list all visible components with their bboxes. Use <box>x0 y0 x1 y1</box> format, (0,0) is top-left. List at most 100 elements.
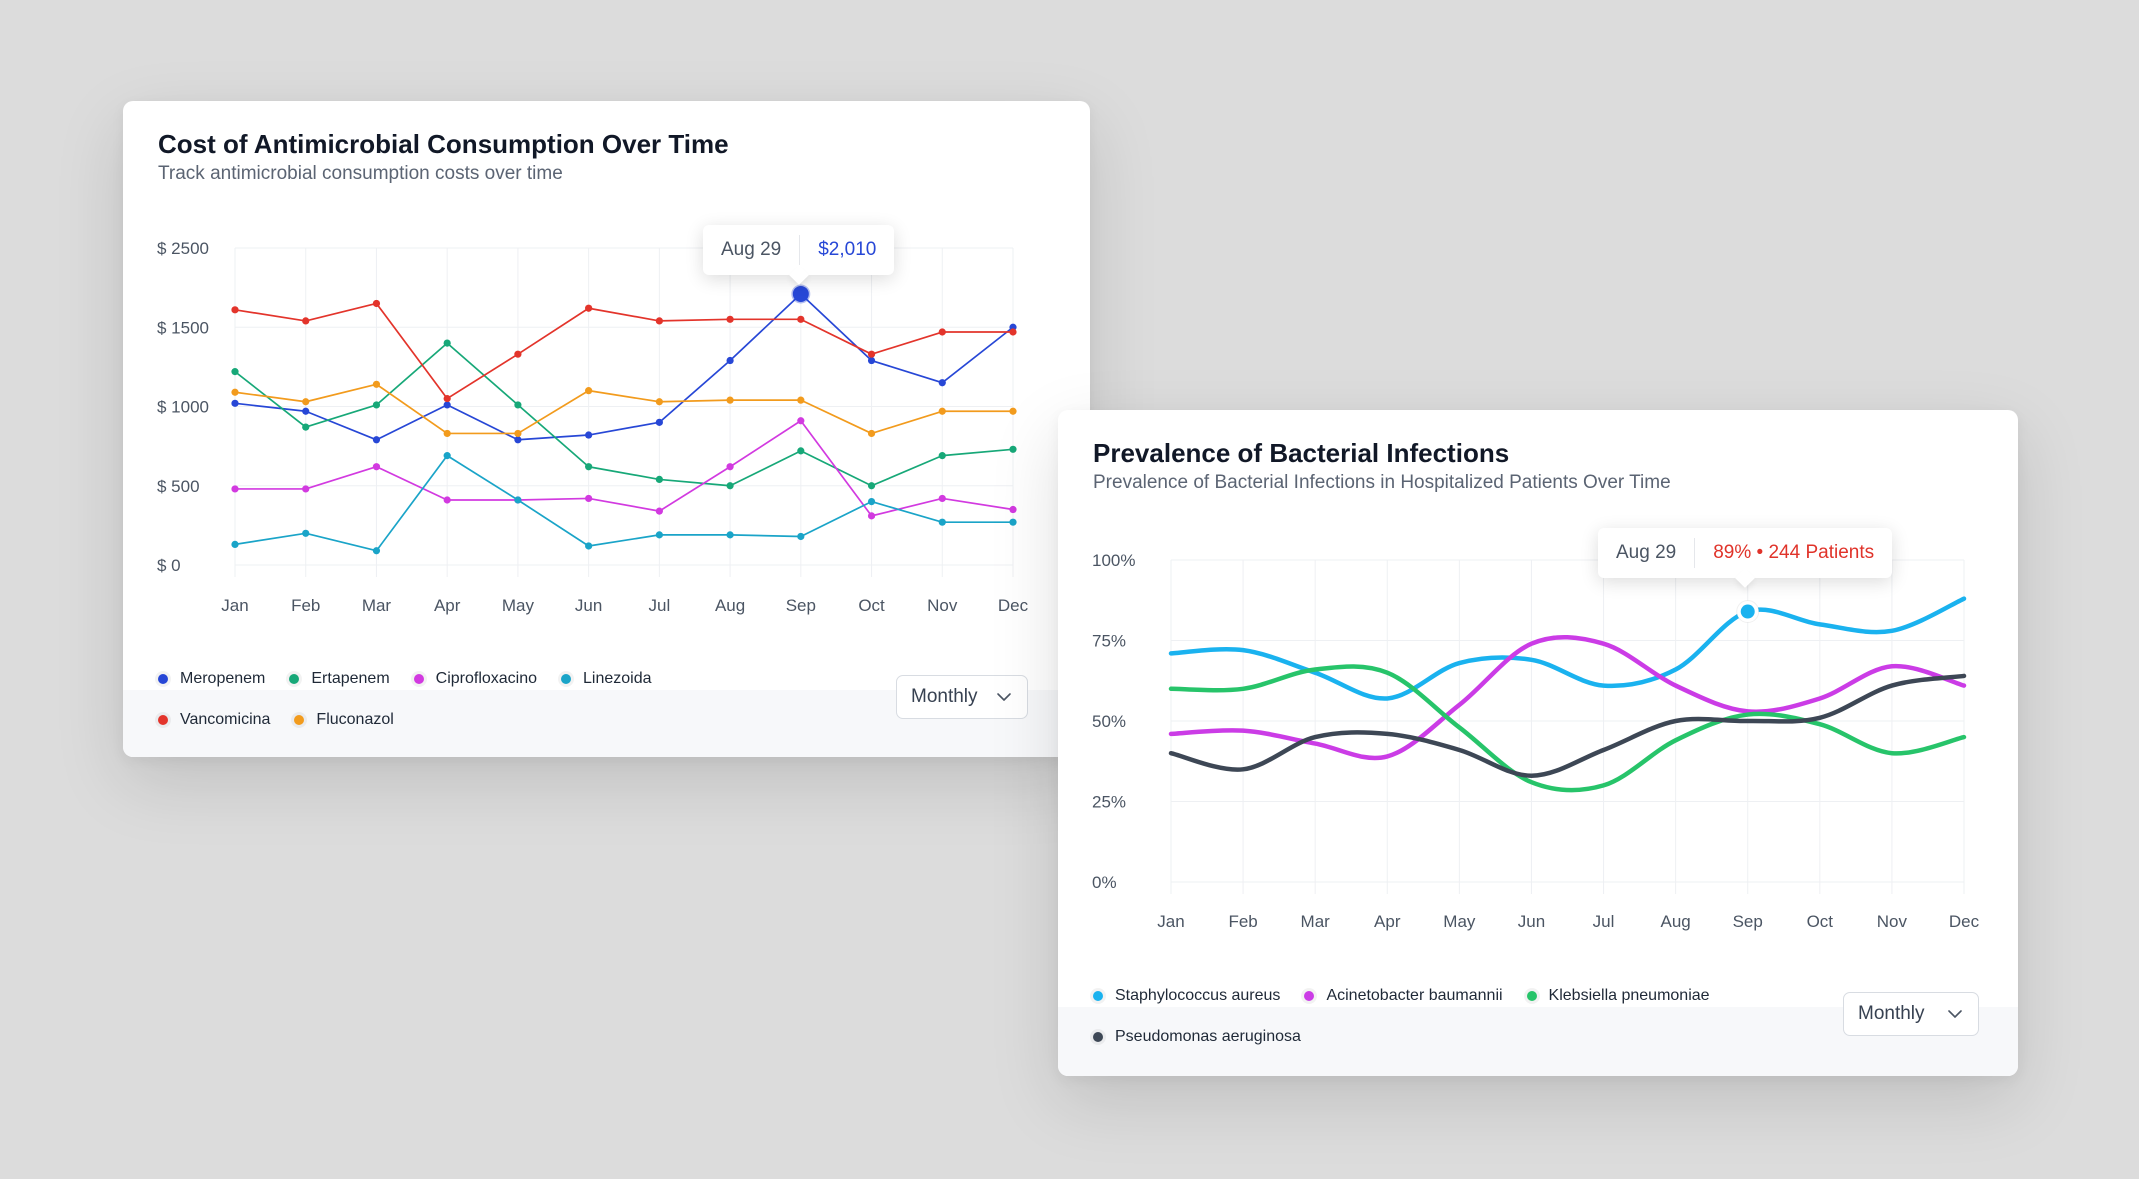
cost-period-select[interactable]: Monthly <box>896 675 1028 719</box>
series-line-acinetobacter-baumannii <box>1168 634 1967 761</box>
data-point-fluconazol[interactable] <box>655 398 663 406</box>
data-point-meropenem[interactable] <box>938 379 946 387</box>
legend-item-ertapenem[interactable]: Ertapenem <box>289 670 390 688</box>
data-point-ertapenem[interactable] <box>797 447 805 455</box>
data-point-ertapenem[interactable] <box>585 463 593 471</box>
data-point-meropenem[interactable] <box>585 431 593 439</box>
data-point-fluconazol[interactable] <box>231 388 239 396</box>
x-tick-label: May <box>502 596 535 615</box>
legend-item-meropenem[interactable]: Meropenem <box>158 670 265 688</box>
data-point-linezoida[interactable] <box>867 498 876 506</box>
data-point-meropenem[interactable] <box>655 418 663 426</box>
data-point-ciprofloxacino[interactable] <box>302 485 310 493</box>
data-point-ciprofloxacino[interactable] <box>797 417 805 425</box>
data-point-ciprofloxacino[interactable] <box>655 507 663 515</box>
legend-item-staphylococcus-aureus[interactable]: Staphylococcus aureus <box>1093 987 1280 1005</box>
period-select-value: Monthly <box>1858 1003 1925 1024</box>
cost-chart-title: Cost of Antimicrobial Consumption Over T… <box>158 129 729 159</box>
data-point-ertapenem[interactable] <box>655 475 663 484</box>
data-point-fluconazol[interactable] <box>514 429 522 438</box>
data-point-linezoida[interactable] <box>585 542 593 550</box>
data-point-linezoida[interactable] <box>797 532 805 541</box>
data-point-vancomicina[interactable] <box>867 350 876 358</box>
data-point-ciprofloxacino[interactable] <box>443 496 451 504</box>
data-point-linezoida[interactable] <box>655 531 663 539</box>
data-point-fluconazol[interactable] <box>726 396 734 404</box>
data-point-ertapenem[interactable] <box>231 368 239 376</box>
data-point-linezoida[interactable] <box>302 529 310 537</box>
data-point-vancomicina[interactable] <box>231 306 239 314</box>
legend-dot-icon <box>561 674 572 684</box>
data-point-meropenem[interactable] <box>372 436 381 444</box>
data-point-fluconazol[interactable] <box>443 429 451 438</box>
data-point-fluconazol[interactable] <box>797 396 805 404</box>
data-point-ciprofloxacino[interactable] <box>372 463 381 471</box>
data-point-ertapenem[interactable] <box>514 401 522 409</box>
data-point-fluconazol[interactable] <box>372 380 381 388</box>
data-point-ertapenem[interactable] <box>867 482 876 490</box>
data-point-meropenem[interactable] <box>231 399 239 407</box>
data-point-vancomicina[interactable] <box>443 394 451 403</box>
data-point-vancomicina[interactable] <box>1009 328 1017 336</box>
data-point-vancomicina[interactable] <box>797 315 805 323</box>
data-point-linezoida[interactable] <box>443 452 451 460</box>
data-point-ciprofloxacino[interactable] <box>726 463 734 471</box>
data-point-ciprofloxacino[interactable] <box>938 494 946 503</box>
data-point-linezoida[interactable] <box>372 547 381 555</box>
legend-item-pseudomonas-aeruginosa[interactable]: Pseudomonas aeruginosa <box>1093 1028 1301 1046</box>
series-line-ertapenem <box>234 342 1014 487</box>
data-point-fluconazol[interactable] <box>302 398 310 406</box>
data-point-vancomicina[interactable] <box>655 317 663 325</box>
data-point-ertapenem[interactable] <box>302 423 310 431</box>
data-point-meropenem[interactable] <box>726 356 734 365</box>
data-point-vancomicina[interactable] <box>372 299 381 308</box>
legend-item-acinetobacter-baumannii[interactable]: Acinetobacter baumannii <box>1304 987 1503 1005</box>
data-point-vancomicina[interactable] <box>514 350 522 358</box>
x-tick-label: Mar <box>362 596 392 615</box>
data-point-ertapenem[interactable] <box>726 482 734 490</box>
data-point-vancomicina[interactable] <box>585 304 593 312</box>
data-point-ertapenem[interactable] <box>372 401 381 409</box>
data-point-linezoida[interactable] <box>231 540 239 548</box>
data-point-vancomicina[interactable] <box>726 315 734 323</box>
data-point-meropenem[interactable] <box>867 356 876 365</box>
data-point-meropenem[interactable] <box>514 436 522 444</box>
data-point-ertapenem[interactable] <box>1009 445 1017 453</box>
data-point-ciprofloxacino[interactable] <box>231 485 239 493</box>
data-point-linezoida[interactable] <box>938 518 946 526</box>
legend-item-ciprofloxacino[interactable]: Ciprofloxacino <box>413 670 538 688</box>
data-point-linezoida[interactable] <box>1009 518 1017 526</box>
series-line-fluconazol <box>234 383 1014 435</box>
highlight-point[interactable] <box>791 284 811 304</box>
data-point-meropenem[interactable] <box>302 407 310 415</box>
x-tick-label: May <box>1443 912 1476 931</box>
data-point-ertapenem[interactable] <box>443 339 451 347</box>
legend-item-klebsiella-pneumoniae[interactable]: Klebsiella pneumoniae <box>1526 987 1710 1005</box>
data-point-vancomicina[interactable] <box>938 328 946 336</box>
data-point-ciprofloxacino[interactable] <box>585 494 593 503</box>
legend-item-vancomicina[interactable]: Vancomicina <box>158 711 270 729</box>
data-point-ciprofloxacino[interactable] <box>1009 505 1017 514</box>
tooltip-value: $2,010 <box>818 239 877 260</box>
tooltip-value: 89% • 244 Patients <box>1713 542 1875 563</box>
x-tick-label: Mar <box>1301 912 1331 931</box>
y-tick-label: $ 1500 <box>157 318 209 337</box>
data-point-vancomicina[interactable] <box>302 317 310 325</box>
data-point-linezoida[interactable] <box>726 531 734 539</box>
data-point-fluconazol[interactable] <box>938 407 946 415</box>
highlight-point[interactable] <box>1740 604 1755 619</box>
series-line-pseudomonas-aeruginosa <box>1168 673 1967 778</box>
prevalence-period-select[interactable]: Monthly <box>1843 992 1979 1036</box>
legend-label: Ciprofloxacino <box>435 670 538 687</box>
legend-item-fluconazol[interactable]: Fluconazol <box>294 711 394 729</box>
data-point-fluconazol[interactable] <box>867 429 876 438</box>
data-point-meropenem[interactable] <box>443 401 451 409</box>
x-tick-label: Jan <box>1157 912 1184 931</box>
data-point-ciprofloxacino[interactable] <box>867 512 876 520</box>
data-point-linezoida[interactable] <box>514 496 522 504</box>
cost-line-chart: $ 0 $ 500 $ 1000 $ 1500 $ 2500 Jan Feb Mar Apr Ma… <box>157 239 1029 615</box>
data-point-ertapenem[interactable] <box>938 452 946 460</box>
data-point-fluconazol[interactable] <box>585 387 593 395</box>
data-point-fluconazol[interactable] <box>1009 407 1017 415</box>
legend-item-linezoida[interactable]: Linezoida <box>561 670 652 688</box>
